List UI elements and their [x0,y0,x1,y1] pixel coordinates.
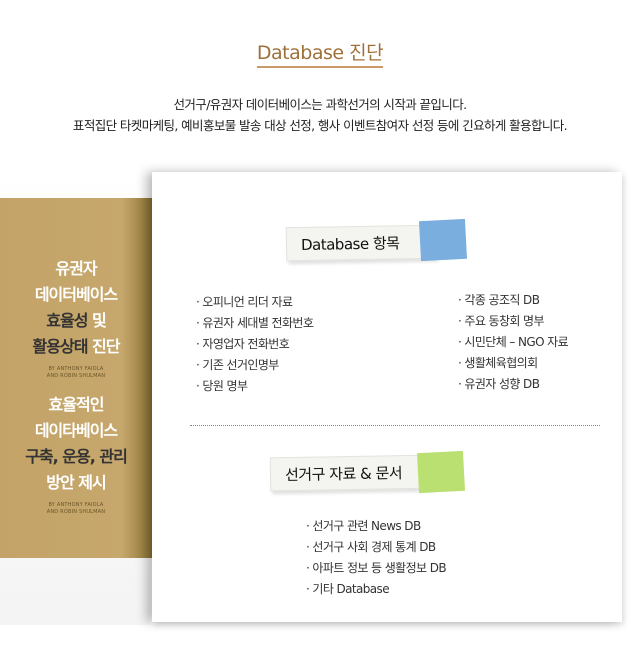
list-item: · 오피니언 리더 자료 [196,295,293,309]
list-item: · 주요 동창회 명부 [458,314,545,328]
sticky-note-blue [418,218,468,262]
byline: BY ANTHONY FAIOLA AND ROBIN SHULMAN [46,366,106,379]
byline: BY ANTHONY FAIOLA AND ROBIN SHULMAN [46,502,106,515]
list-item: · 기타 Database [306,582,390,596]
sidebar-book-cover: 유권자 데이터베이스 효율성 및 활용상태 진단 BY ANTHONY FAIO… [0,198,152,558]
list-item: · 유권자 세대별 전화번호 [196,316,314,330]
database-list-left: · 오피니언 리더 자료 · 유권자 세대별 전화번호 · 자영업자 전화번호 … [196,292,314,397]
list-item: · 각종 공조직 DB [458,293,540,307]
dotted-divider [190,425,600,426]
list-item: · 기존 선거인명부 [196,358,279,372]
list-item: · 자영업자 전화번호 [196,337,290,351]
page-title: Database 진단 [0,38,640,68]
intro-text: 선거구/유권자 데이터베이스는 과학선거의 시작과 끝입니다. 표적집단 타켓마… [72,97,568,133]
content-card: Database 항목 · 오피니언 리더 자료 · 유권자 세대별 전화번호 … [152,172,622,622]
section-label-database: Database 항목 [285,224,437,262]
list-item: · 아파트 정보 등 생활정보 DB [306,561,447,575]
district-list: · 선거구 관련 News DB · 선거구 사회 경제 통계 DB · 아파트… [306,516,447,600]
list-item: · 당원 명부 [196,379,248,393]
list-item: · 선거구 관련 News DB [306,519,421,533]
list-item: · 선거구 사회 경제 통계 DB [306,540,436,554]
sticky-note-green [416,450,466,494]
list-item: · 생활체육협의회 [458,356,538,370]
section-label-district: 선거구 자료 & 문서 [269,454,431,492]
database-list-right: · 각종 공조직 DB · 주요 동창회 명부 · 시민단체 – NGO 자료 … [458,290,569,395]
list-item: · 시민단체 – NGO 자료 [458,335,569,349]
list-item: · 유권자 성향 DB [458,377,540,391]
